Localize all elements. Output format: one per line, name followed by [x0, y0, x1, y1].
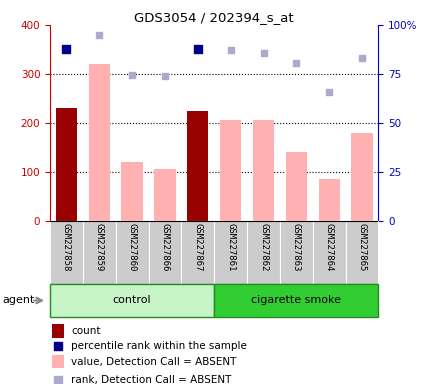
Text: control: control: [112, 295, 151, 306]
Text: rank, Detection Call = ABSENT: rank, Detection Call = ABSENT: [71, 374, 231, 384]
Text: GSM227862: GSM227862: [258, 223, 267, 271]
Bar: [50, 284, 214, 317]
Text: GSM227864: GSM227864: [324, 223, 333, 271]
Bar: [351, 133, 372, 221]
Text: GSM227865: GSM227865: [357, 223, 366, 271]
Point: [54, 376, 61, 382]
Point: [194, 46, 201, 53]
Point: [63, 46, 70, 53]
Text: GSM227859: GSM227859: [95, 223, 104, 271]
Bar: [285, 152, 306, 221]
Bar: [252, 121, 273, 221]
Bar: [154, 169, 175, 221]
Text: agent: agent: [2, 295, 34, 306]
Bar: [52, 355, 64, 369]
Bar: [52, 324, 64, 338]
Bar: [312, 221, 345, 284]
Bar: [214, 221, 247, 284]
Bar: [181, 221, 214, 284]
Point: [325, 88, 332, 94]
Bar: [115, 221, 148, 284]
Bar: [121, 162, 142, 221]
Text: GSM227866: GSM227866: [160, 223, 169, 271]
Text: GSM227863: GSM227863: [291, 223, 300, 271]
Bar: [247, 221, 279, 284]
Text: GSM227861: GSM227861: [226, 223, 235, 271]
Bar: [148, 221, 181, 284]
Bar: [89, 64, 110, 221]
Point: [292, 60, 299, 66]
Text: value, Detection Call = ABSENT: value, Detection Call = ABSENT: [71, 357, 236, 367]
Text: GSM227858: GSM227858: [62, 223, 71, 271]
Bar: [82, 221, 115, 284]
Text: percentile rank within the sample: percentile rank within the sample: [71, 341, 247, 351]
Bar: [187, 111, 208, 221]
Bar: [279, 221, 312, 284]
Point: [260, 50, 266, 56]
Point: [358, 55, 365, 61]
Point: [128, 72, 135, 78]
Bar: [56, 108, 77, 221]
Bar: [220, 121, 241, 221]
Bar: [214, 284, 378, 317]
Point: [95, 32, 102, 38]
Text: count: count: [71, 326, 101, 336]
Point: [161, 73, 168, 79]
Text: GSM227867: GSM227867: [193, 223, 202, 271]
Text: GSM227860: GSM227860: [127, 223, 136, 271]
Bar: [345, 221, 378, 284]
Bar: [50, 221, 82, 284]
Text: cigarette smoke: cigarette smoke: [251, 295, 341, 306]
Point: [54, 343, 61, 349]
Title: GDS3054 / 202394_s_at: GDS3054 / 202394_s_at: [134, 11, 293, 24]
Point: [227, 47, 233, 53]
Bar: [318, 179, 339, 221]
